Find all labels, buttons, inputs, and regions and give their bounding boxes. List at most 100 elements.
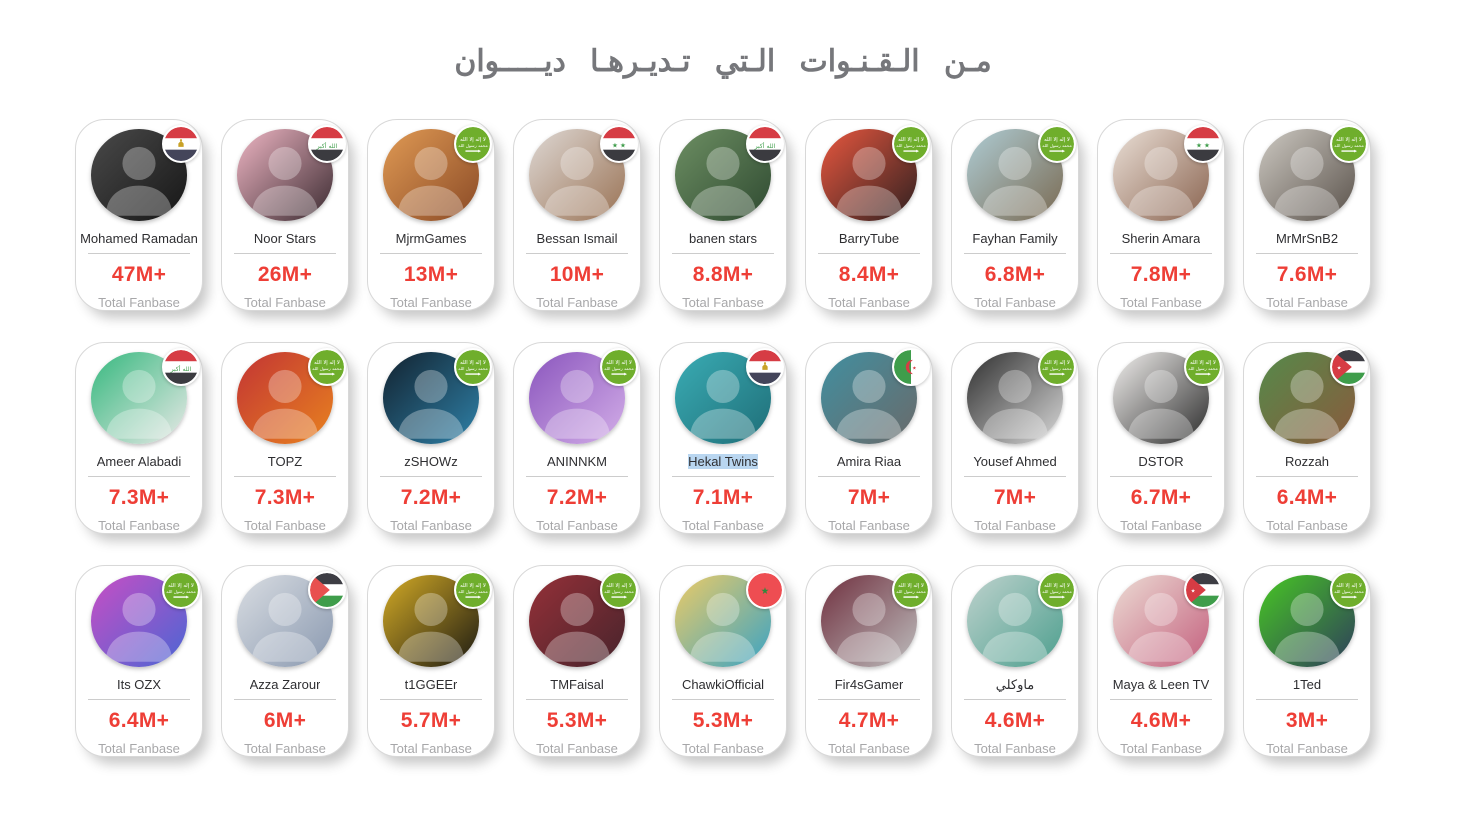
fanbase-label: Total Fanbase <box>828 518 910 533</box>
channel-card[interactable]: ★ ★ Sherin Amara 7.8M+ Total Fanbase <box>1097 119 1225 311</box>
channel-card[interactable]: لا إله إلا الله محمد رسول الله MjrmGames … <box>367 119 495 311</box>
channel-name: Maya & Leen TV <box>1112 676 1210 692</box>
divider <box>526 253 628 254</box>
svg-text:لا إله إلا الله: لا إله إلا الله <box>1336 583 1362 589</box>
svg-text:لا إله إلا الله: لا إله إلا الله <box>460 137 486 143</box>
channel-card[interactable]: ★ ChawkiOfficial 5.3M+ Total Fanbase <box>659 565 787 757</box>
channel-name: ماوكلي <box>995 676 1035 692</box>
channel-card[interactable]: لا إله إلا الله محمد رسول الله TOPZ 7.3M+… <box>221 342 349 534</box>
channel-card[interactable]: لا إله إلا الله محمد رسول الله Fir4sGamer… <box>805 565 933 757</box>
channel-name: MrMrSnB2 <box>1275 230 1339 246</box>
person-silhouette-icon <box>835 369 903 439</box>
channel-card[interactable]: لا إله إلا الله محمد رسول الله zSHOWz 7.2… <box>367 342 495 534</box>
svg-text:الله أكبر: الله أكبر <box>754 142 776 150</box>
person-silhouette-icon <box>835 146 903 216</box>
channel-card[interactable]: لا إله إلا الله محمد رسول الله Its OZX 6.… <box>75 565 203 757</box>
person-silhouette-icon <box>981 146 1049 216</box>
channel-card[interactable]: لا إله إلا الله محمد رسول الله ANINNKM 7.… <box>513 342 641 534</box>
channels-grid: Mohamed Ramadan 47M+ Total Fanbase الله … <box>75 119 1371 757</box>
divider <box>672 476 774 477</box>
channel-card[interactable]: لا إله إلا الله محمد رسول الله BarryTube … <box>805 119 933 311</box>
channel-card[interactable]: لا إله إلا الله محمد رسول الله Yousef Ahm… <box>951 342 1079 534</box>
channel-card[interactable]: لا إله إلا الله محمد رسول الله DSTOR 6.7M… <box>1097 342 1225 534</box>
fanbase-label: Total Fanbase <box>536 295 618 310</box>
divider <box>818 253 920 254</box>
channel-card[interactable]: Hekal Twins 7.1M+ Total Fanbase <box>659 342 787 534</box>
channel-card[interactable]: ★ Rozzah 6.4M+ Total Fanbase <box>1243 342 1371 534</box>
channel-name: BarryTube <box>838 230 900 246</box>
fanbase-label: Total Fanbase <box>390 518 472 533</box>
svg-text:لا إله إلا الله: لا إله إلا الله <box>1044 137 1070 143</box>
channel-card[interactable]: لا إله إلا الله محمد رسول الله ماوكلي 4.6… <box>951 565 1079 757</box>
svg-text:محمد رسول الله: محمد رسول الله <box>1188 367 1217 372</box>
channel-name: zSHOWz <box>404 453 458 469</box>
fanbase-label: Total Fanbase <box>390 741 472 756</box>
fanbase-label: Total Fanbase <box>98 295 180 310</box>
svg-text:محمد رسول الله: محمد رسول الله <box>458 144 487 149</box>
fanbase-label: Total Fanbase <box>536 741 618 756</box>
channel-card[interactable]: لا إله إلا الله محمد رسول الله MrMrSnB2 7… <box>1243 119 1371 311</box>
fanbase-count: 6M+ <box>263 709 307 732</box>
person-silhouette-icon <box>1273 369 1341 439</box>
person-silhouette-icon <box>1127 592 1195 662</box>
channel-card[interactable]: الله أكبر Ameer Alabadi 7.3M+ Total Fanb… <box>75 342 203 534</box>
divider <box>234 253 336 254</box>
channel-card[interactable]: ★ Maya & Leen TV 4.6M+ Total Fanbase <box>1097 565 1225 757</box>
fanbase-label: Total Fanbase <box>1266 518 1348 533</box>
fanbase-label: Total Fanbase <box>1120 518 1202 533</box>
svg-text:لا إله إلا الله: لا إله إلا الله <box>460 360 486 366</box>
svg-text:لا إله إلا الله: لا إله إلا الله <box>460 583 486 589</box>
flag-algeria-icon: ★ <box>892 348 930 386</box>
person-silhouette-icon <box>397 592 465 662</box>
fanbase-count: 47M+ <box>111 263 167 286</box>
channel-avatar <box>529 575 625 667</box>
flag-saudi-icon: لا إله إلا الله محمد رسول الله <box>600 348 638 386</box>
divider <box>526 699 628 700</box>
divider <box>672 699 774 700</box>
channel-name: Rozzah <box>1284 453 1330 469</box>
svg-text:لا إله إلا الله: لا إله إلا الله <box>168 583 194 589</box>
channel-card[interactable]: الله أكبر banen stars 8.8M+ Total Fanbas… <box>659 119 787 311</box>
divider <box>964 476 1066 477</box>
channel-card[interactable]: لا إله إلا الله محمد رسول الله t1GGEEr 5.… <box>367 565 495 757</box>
flag-morocco-icon: ★ <box>746 571 784 609</box>
person-silhouette-icon <box>689 146 757 216</box>
fanbase-count: 5.3M+ <box>692 709 754 732</box>
flag-syria-icon: ★ ★ <box>600 125 638 163</box>
channel-avatar <box>529 352 625 444</box>
fanbase-count: 13M+ <box>403 263 459 286</box>
svg-text:محمد رسول الله: محمد رسول الله <box>896 590 925 595</box>
channel-card[interactable]: Azza Zarour 6M+ Total Fanbase <box>221 565 349 757</box>
channel-name: Hekal Twins <box>688 453 758 469</box>
person-silhouette-icon <box>835 592 903 662</box>
channel-card[interactable]: لا إله إلا الله محمد رسول الله TMFaisal 5… <box>513 565 641 757</box>
channel-name: TMFaisal <box>550 676 604 692</box>
channel-card[interactable]: ★ ★ Bessan Ismail 10M+ Total Fanbase <box>513 119 641 311</box>
flag-syria-icon: ★ ★ <box>1184 125 1222 163</box>
fanbase-count: 6.7M+ <box>1130 486 1192 509</box>
svg-text:محمد رسول الله: محمد رسول الله <box>604 367 633 372</box>
channel-avatar <box>967 352 1063 444</box>
person-silhouette-icon <box>543 146 611 216</box>
channel-card[interactable]: لا إله إلا الله محمد رسول الله 1Ted 3M+ T… <box>1243 565 1371 757</box>
svg-text:★ ★: ★ ★ <box>1196 141 1210 149</box>
channel-card[interactable]: الله أكبر Noor Stars 26M+ Total Fanbase <box>221 119 349 311</box>
channel-name: Ameer Alabadi <box>96 453 182 469</box>
person-silhouette-icon <box>981 369 1049 439</box>
fanbase-label: Total Fanbase <box>974 741 1056 756</box>
person-silhouette-icon <box>105 146 173 216</box>
fanbase-label: Total Fanbase <box>828 295 910 310</box>
fanbase-count: 7.3M+ <box>108 486 170 509</box>
channel-card[interactable]: ★ Amira Riaa 7M+ Total Fanbase <box>805 342 933 534</box>
svg-text:محمد رسول الله: محمد رسول الله <box>458 590 487 595</box>
fanbase-label: Total Fanbase <box>682 518 764 533</box>
person-silhouette-icon <box>543 592 611 662</box>
channel-name: ANINNKM <box>547 453 607 469</box>
flag-iraq-icon: الله أكبر <box>162 348 200 386</box>
divider <box>88 476 190 477</box>
flag-jordan-icon: ★ <box>1184 571 1222 609</box>
svg-text:محمد رسول الله: محمد رسول الله <box>896 144 925 149</box>
channel-card[interactable]: Mohamed Ramadan 47M+ Total Fanbase <box>75 119 203 311</box>
channel-card[interactable]: لا إله إلا الله محمد رسول الله Fayhan Fam… <box>951 119 1079 311</box>
flag-egypt-icon <box>746 348 784 386</box>
